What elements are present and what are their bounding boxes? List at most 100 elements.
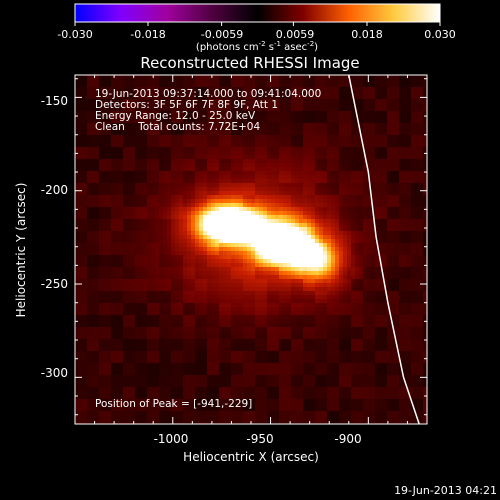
heatmap-cell — [367, 75, 372, 80]
heatmap-cell — [251, 243, 256, 248]
heatmap-cell — [383, 91, 388, 96]
heatmap-cell — [335, 103, 340, 108]
heatmap-cell — [391, 291, 396, 296]
heatmap-cell — [363, 231, 368, 236]
heatmap-cell — [299, 267, 304, 272]
heatmap-cell — [111, 143, 116, 148]
heatmap-cell — [263, 135, 268, 140]
heatmap-cell — [111, 171, 116, 176]
heatmap-cell — [375, 191, 380, 196]
heatmap-cell — [75, 87, 80, 92]
heatmap-cell — [247, 179, 252, 184]
heatmap-cell — [187, 199, 192, 204]
heatmap-cell — [239, 247, 244, 252]
heatmap-cell — [235, 103, 240, 108]
heatmap-cell — [255, 183, 260, 188]
heatmap-cell — [271, 267, 276, 272]
heatmap-cell — [195, 275, 200, 280]
heatmap-cell — [155, 135, 160, 140]
heatmap-cell — [371, 183, 376, 188]
heatmap-cell — [143, 171, 148, 176]
heatmap-cell — [119, 235, 124, 240]
heatmap-cell — [195, 107, 200, 112]
heatmap-cell — [327, 215, 332, 220]
heatmap-cell — [159, 119, 164, 124]
heatmap-cell — [175, 143, 180, 148]
heatmap-cell — [315, 219, 320, 224]
heatmap-cell — [179, 183, 184, 188]
heatmap-cell — [335, 111, 340, 116]
heatmap-cell — [115, 231, 120, 236]
heatmap-cell — [111, 179, 116, 184]
heatmap-cell — [167, 223, 172, 228]
heatmap-cell — [303, 151, 308, 156]
heatmap-cell — [215, 151, 220, 156]
heatmap-cell — [195, 79, 200, 84]
heatmap-cell — [263, 155, 268, 160]
heatmap-cell — [399, 179, 404, 184]
heatmap-cell — [167, 267, 172, 272]
heatmap-cell — [135, 271, 140, 276]
heatmap-cell — [79, 231, 84, 236]
heatmap-cell — [279, 183, 284, 188]
heatmap-cell — [303, 91, 308, 96]
heatmap-cell — [91, 243, 96, 248]
heatmap-cell — [303, 275, 308, 280]
heatmap-cell — [291, 103, 296, 108]
heatmap-cell — [91, 291, 96, 296]
heatmap-cell — [95, 227, 100, 232]
heatmap-cell — [139, 195, 144, 200]
heatmap-cell — [159, 159, 164, 164]
heatmap-cell — [323, 255, 328, 260]
heatmap-cell — [267, 283, 272, 288]
heatmap-cell — [339, 111, 344, 116]
heatmap-cell — [379, 79, 384, 84]
heatmap-cell — [135, 131, 140, 136]
heatmap-cell — [199, 111, 204, 116]
heatmap-cell — [211, 115, 216, 120]
heatmap-cell — [423, 295, 427, 300]
heatmap-cell — [387, 263, 392, 268]
heatmap-cell — [259, 99, 264, 104]
heatmap-cell — [79, 155, 84, 160]
heatmap-cell — [255, 263, 260, 268]
heatmap-cell — [291, 183, 296, 188]
heatmap-cell — [271, 239, 276, 244]
heatmap-cell — [175, 119, 180, 124]
heatmap-cell — [79, 87, 84, 92]
heatmap-cell — [127, 151, 132, 156]
heatmap-cell — [307, 115, 312, 120]
heatmap-cell — [211, 199, 216, 204]
heatmap-cell — [255, 279, 260, 284]
heatmap-cell — [383, 115, 388, 120]
heatmap-cell — [167, 283, 172, 288]
heatmap-cell — [95, 167, 100, 172]
heatmap-cell — [299, 143, 304, 148]
heatmap-cell — [275, 275, 280, 280]
heatmap-cell — [355, 87, 360, 92]
heatmap-cell — [343, 231, 348, 236]
heatmap-cell — [143, 79, 148, 84]
heatmap-cell — [319, 99, 324, 104]
heatmap-cell — [259, 191, 264, 196]
heatmap-cell — [351, 283, 356, 288]
heatmap-cell — [99, 227, 104, 232]
heatmap-cell — [371, 247, 376, 252]
heatmap-cell — [339, 219, 344, 224]
heatmap-cell — [407, 139, 412, 144]
heatmap-cell — [171, 143, 176, 148]
heatmap-cell — [395, 291, 400, 296]
heatmap-cell — [199, 75, 204, 80]
heatmap-cell — [87, 267, 92, 272]
heatmap-cell — [195, 231, 200, 236]
heatmap-cell — [327, 99, 332, 104]
heatmap-cell — [423, 183, 427, 188]
heatmap-cell — [195, 267, 200, 272]
heatmap-cell — [379, 207, 384, 212]
heatmap-cell — [343, 107, 348, 112]
heatmap-cell — [111, 243, 116, 248]
heatmap-cell — [395, 99, 400, 104]
heatmap-cell — [299, 131, 304, 136]
heatmap-cell — [235, 283, 240, 288]
heatmap-cell — [399, 259, 404, 264]
